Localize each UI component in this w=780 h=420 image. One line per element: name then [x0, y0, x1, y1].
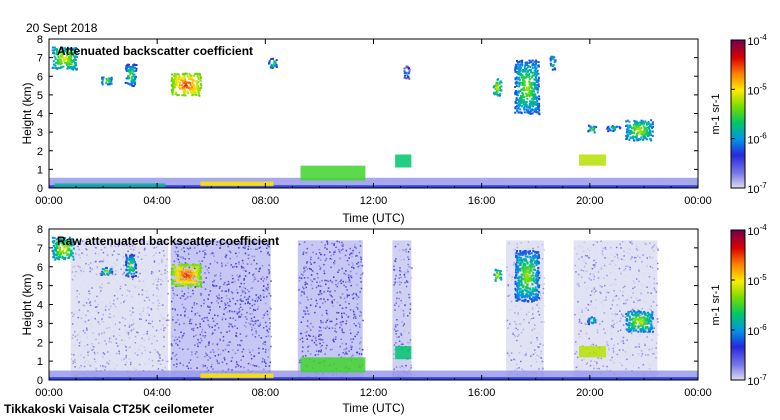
chart-panel-2: 0 1 2 3 4 5 6 7 8 00:00 04:00 08:00 12:00 16:00 20:00 0…: [20, 223, 767, 415]
cloud-layer: [549, 55, 557, 71]
y-tick-label: 3: [37, 127, 43, 139]
y-tick-label: 7: [37, 53, 43, 65]
y-axis-label: Height (km): [20, 82, 34, 144]
colorbar-scale: [730, 229, 746, 381]
aerosol-layer: [579, 346, 607, 358]
y-tick-label: 1: [37, 356, 43, 368]
noise-band: [573, 240, 659, 380]
plot-content: [49, 46, 698, 188]
x-tick-label: 16:00: [468, 195, 496, 207]
cloud-layer: [100, 266, 114, 276]
x-tick-label: 16:00: [468, 387, 496, 399]
x-tick-label: 20:00: [576, 387, 604, 399]
panel-title: Raw attenuated backscatter coefficient: [57, 234, 279, 248]
x-tick-label: 04:00: [143, 387, 171, 399]
cloud-layer: [625, 310, 654, 333]
aerosol-layer: [200, 373, 274, 379]
y-axis-label: Height (km): [20, 273, 34, 335]
x-axis-label: Time (UTC): [342, 401, 404, 415]
cloud-layer: [51, 236, 76, 261]
y-tick-label: 8: [37, 224, 43, 236]
plot-content: [49, 236, 698, 380]
noise-band: [297, 240, 364, 380]
y-tick-label: 4: [37, 109, 43, 121]
colorbar-tick-label: 10-5: [747, 273, 767, 288]
colorbar-tick-label: 10-7: [747, 181, 767, 196]
colorbar-tick-label: 10-6: [747, 132, 767, 147]
colorbar-tick-label: 10-4: [747, 223, 767, 238]
colorbar-tick-label: 10-4: [747, 33, 767, 48]
cloud-layer: [268, 57, 278, 69]
x-tick-label: 08:00: [252, 195, 280, 207]
y-tick-label: 3: [37, 318, 43, 330]
x-tick-label: 00:00: [684, 195, 712, 207]
noise-band: [392, 240, 413, 380]
cloud-layer: [587, 316, 597, 326]
cloud-layer: [493, 268, 503, 282]
x-tick-label: 08:00: [252, 387, 280, 399]
aerosol-layer: [395, 346, 412, 360]
cloud-layer: [514, 250, 541, 303]
aerosol-layer: [49, 177, 698, 188]
x-tick-label: 12:00: [360, 195, 388, 207]
aerosol-layer: [579, 154, 607, 166]
cloud-layer: [51, 46, 78, 71]
y-tick-label: 7: [37, 243, 43, 255]
y-tick-label: 8: [37, 34, 43, 46]
x-tick-label: 04:00: [143, 195, 171, 207]
colorbar: 10-7 10-6 10-5 10-4 m-1 sr-1: [710, 33, 767, 196]
colorbar-unit-label: m-1 sr-1: [710, 285, 722, 326]
colorbar-tick-label: 10-6: [747, 323, 767, 338]
cloud-layer: [101, 76, 113, 86]
aerosol-layer: [395, 154, 412, 168]
cloud-layer: [587, 124, 598, 134]
x-axis-label: Time (UTC): [342, 211, 404, 225]
y-tick-label: 2: [37, 337, 43, 349]
cloud-layer: [125, 253, 138, 279]
y-tick-label: 4: [37, 300, 43, 312]
chart-panel-1: 0 1 2 3 4 5 6 7 8 00:00 04:00 08:00 12:00 16:00 20:00 0…: [20, 33, 767, 225]
aerosol-layer: [200, 181, 274, 187]
cloud-layer: [170, 72, 203, 97]
cloud-layer: [124, 63, 138, 88]
y-tick-label: 6: [37, 71, 43, 83]
x-tick-label: 00:00: [35, 195, 63, 207]
y-tick-label: 0: [37, 375, 43, 387]
date-label: 20 Sept 2018: [26, 21, 98, 35]
x-tick-label: 20:00: [576, 195, 604, 207]
cloud-layer: [170, 263, 203, 288]
y-tick-label: 1: [37, 164, 43, 176]
colorbar-tick-label: 10-7: [747, 373, 767, 388]
x-tick-label: 12:00: [360, 387, 388, 399]
y-tick-label: 5: [37, 281, 43, 293]
y-tick-label: 0: [37, 183, 43, 195]
colorbar: 10-7 10-6 10-5 10-4 m-1 sr-1: [710, 223, 767, 388]
cloud-layer: [514, 59, 541, 116]
x-tick-label: 00:00: [684, 387, 712, 399]
cloud-layer: [606, 125, 622, 133]
noise-band: [70, 240, 170, 380]
aerosol-layer: [300, 165, 366, 181]
y-tick-label: 6: [37, 262, 43, 274]
y-tick-label: 2: [37, 146, 43, 158]
colorbar-scale: [730, 39, 746, 189]
colorbar-unit-label: m-1 sr-1: [710, 94, 722, 135]
colorbar-tick-label: 10-5: [747, 82, 767, 97]
cloud-layer: [403, 65, 411, 80]
aerosol-layer: [300, 357, 366, 373]
noise-band: [170, 240, 272, 380]
footer-caption: Tikkakoski Vaisala CT25K ceilometer: [4, 402, 214, 416]
cloud-layer: [492, 78, 503, 97]
y-tick-label: 5: [37, 90, 43, 102]
x-tick-label: 00:00: [35, 387, 63, 399]
panel-title: Attenuated backscatter coefficient: [57, 44, 253, 58]
aerosol-layer: [54, 183, 166, 188]
cloud-layer: [625, 119, 654, 142]
